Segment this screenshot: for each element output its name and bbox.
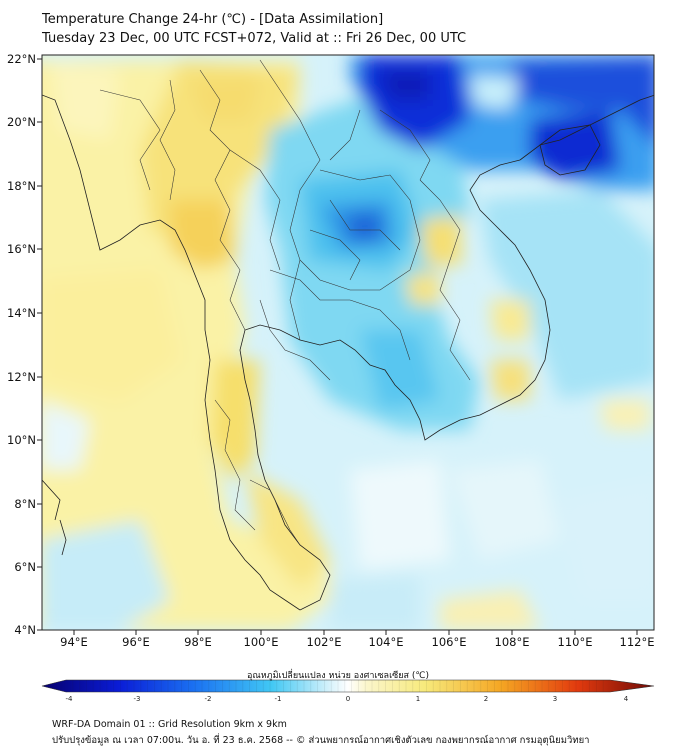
colorbar-tick-label: 0 bbox=[346, 695, 350, 703]
colorbar-tick-label: -2 bbox=[205, 695, 212, 703]
colorbar-tick-label: 2 bbox=[484, 695, 488, 703]
lat-label: 14°N bbox=[7, 306, 36, 320]
colorbar-tick-label: -1 bbox=[275, 695, 282, 703]
lon-ticks bbox=[73, 630, 638, 635]
lon-label: 100°E bbox=[244, 635, 279, 649]
colorbar-tick-label: -3 bbox=[134, 695, 141, 703]
colorbar-bar bbox=[41, 679, 655, 693]
lon-label: 102°E bbox=[307, 635, 342, 649]
lat-label: 10°N bbox=[7, 433, 36, 447]
lat-label: 4°N bbox=[14, 623, 36, 637]
lon-label: 94°E bbox=[60, 635, 88, 649]
lon-label: 104°E bbox=[369, 635, 404, 649]
footer-model-info: WRF-DA Domain 01 :: Grid Resolution 9km … bbox=[52, 719, 287, 730]
lat-label: 20°N bbox=[7, 115, 36, 129]
lon-label: 112°E bbox=[620, 635, 655, 649]
lat-label: 18°N bbox=[7, 179, 36, 193]
lat-label: 6°N bbox=[14, 560, 36, 574]
coastlines bbox=[42, 94, 654, 611]
lon-label: 108°E bbox=[495, 635, 530, 649]
lon-label: 106°E bbox=[432, 635, 467, 649]
lat-label: 8°N bbox=[14, 497, 36, 511]
colorbar: -4 -3 -2 -1 0 1 2 3 4 bbox=[41, 679, 655, 703]
lon-label: 96°E bbox=[122, 635, 150, 649]
lat-label: 22°N bbox=[7, 52, 36, 66]
footer-credit: ปรับปรุงข้อมูล ณ เวลา 07:00น. วัน อ. ที่… bbox=[52, 735, 590, 746]
colorbar-tick-label: 3 bbox=[553, 695, 557, 703]
lat-label: 16°N bbox=[7, 242, 36, 256]
lon-label: 98°E bbox=[184, 635, 212, 649]
lat-ticks bbox=[37, 58, 42, 631]
province-borders bbox=[99, 59, 471, 546]
colorbar-tick-label: 4 bbox=[624, 695, 629, 703]
chart-title: Temperature Change 24-hr (℃) - [Data Ass… bbox=[42, 12, 384, 27]
map-frame bbox=[41, 54, 655, 631]
temperature-field bbox=[42, 55, 654, 630]
colorbar-tick-label: 1 bbox=[416, 695, 420, 703]
colorbar-tick-label: -4 bbox=[66, 695, 74, 703]
colorbar-title: อุณหภูมิเปลี่ยนแปลง หน่วย องศาเซลเซียส (… bbox=[246, 671, 430, 681]
lat-label: 12°N bbox=[7, 370, 36, 384]
chart-subtitle: Tuesday 23 Dec, 00 UTC FCST+072, Valid a… bbox=[42, 31, 467, 46]
lon-label: 110°E bbox=[558, 635, 593, 649]
